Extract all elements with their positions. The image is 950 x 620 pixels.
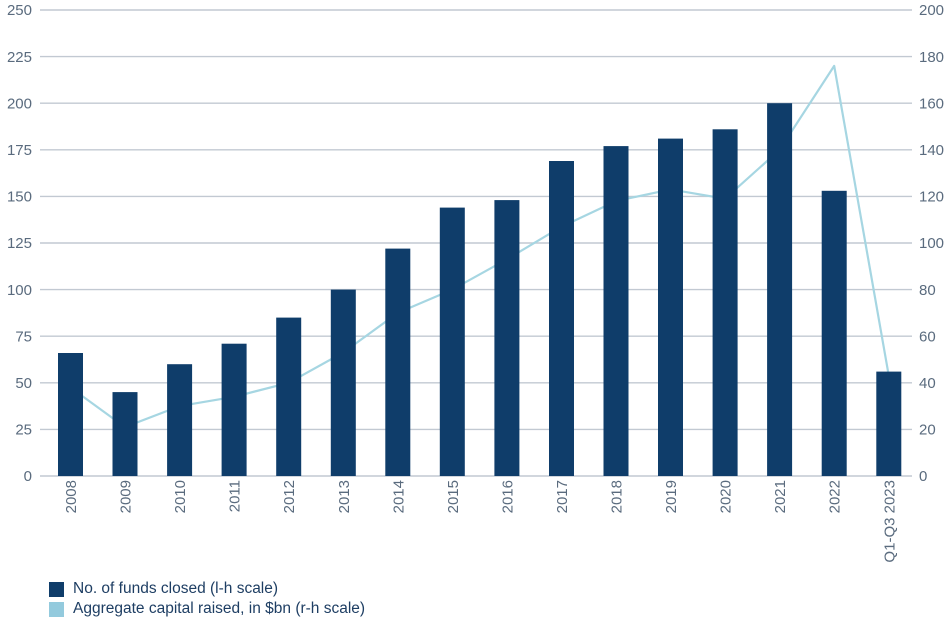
- x-label-2013: 2013: [336, 480, 353, 513]
- x-label-2021: 2021: [772, 480, 789, 513]
- bar-2011: [221, 343, 247, 476]
- bar-2020: [712, 129, 738, 477]
- y-left-label-175: 175: [7, 142, 32, 159]
- y-right-label-140: 140: [919, 142, 944, 159]
- y-left-label-200: 200: [7, 95, 32, 112]
- x-label-2009: 2009: [118, 480, 135, 513]
- y-left-label-0: 0: [24, 468, 32, 485]
- y-right-label-100: 100: [919, 235, 944, 252]
- y-left-label-250: 250: [7, 2, 32, 19]
- x-label-2008: 2008: [63, 480, 80, 513]
- bar-2016: [494, 200, 520, 476]
- bar-2012: [276, 317, 302, 476]
- x-label-2017: 2017: [554, 480, 571, 513]
- y-left-label-100: 100: [7, 282, 32, 299]
- chart-legend: No. of funds closed (l-h scale) Aggregat…: [49, 579, 365, 619]
- bar-2021: [767, 103, 793, 476]
- legend-label-funds: No. of funds closed (l-h scale): [73, 580, 279, 597]
- y-left-label-75: 75: [15, 328, 32, 345]
- legend-swatch-capital: [49, 601, 64, 617]
- legend-label-capital: Aggregate capital raised, in $bn (r-h sc…: [73, 600, 366, 617]
- x-label-2014: 2014: [390, 480, 407, 513]
- aggregate-capital-line: [69, 64, 890, 429]
- bar-2017: [549, 161, 574, 476]
- y-right-label-160: 160: [919, 95, 944, 112]
- y-left-label-50: 50: [15, 375, 32, 392]
- y-right-label-180: 180: [919, 49, 944, 66]
- y-right-label-0: 0: [919, 468, 927, 485]
- y-right-label-20: 20: [919, 422, 936, 439]
- bar-q1-q3-2023: [876, 371, 902, 476]
- x-label-2016: 2016: [499, 480, 516, 513]
- bar-2022: [821, 190, 847, 477]
- bar-2010: [167, 364, 193, 476]
- x-label-2022: 2022: [827, 480, 844, 513]
- x-label-2011: 2011: [227, 480, 244, 512]
- y-right-label-80: 80: [919, 282, 936, 299]
- x-label-2018: 2018: [609, 480, 626, 513]
- y-left-label-150: 150: [7, 189, 32, 206]
- legend-swatch-funds: [49, 581, 64, 597]
- bar-2008: [58, 353, 83, 476]
- y-right-label-120: 120: [919, 189, 944, 206]
- bar-2019: [658, 138, 683, 476]
- y-right-label-60: 60: [919, 328, 936, 345]
- bar-2013: [330, 289, 356, 476]
- y-left-label-25: 25: [15, 422, 32, 439]
- x-label-2010: 2010: [172, 480, 189, 513]
- legend-item-funds: No. of funds closed (l-h scale): [49, 579, 365, 599]
- bar-2009: [112, 392, 138, 476]
- x-label-2012: 2012: [281, 480, 298, 513]
- bar-2014: [385, 248, 411, 476]
- y-left-label-125: 125: [7, 235, 32, 252]
- bar-2018: [603, 146, 629, 476]
- x-label-2015: 2015: [445, 480, 462, 513]
- bar-2015: [439, 207, 465, 476]
- y-left-label-225: 225: [7, 49, 32, 66]
- legend-item-capital: Aggregate capital raised, in $bn (r-h sc…: [49, 599, 365, 619]
- y-right-label-40: 40: [919, 375, 936, 392]
- x-label-2019: 2019: [663, 480, 680, 513]
- x-label-2020: 2020: [718, 480, 735, 513]
- x-label-q1-q3-2023: Q1-Q3 2023: [881, 480, 898, 563]
- y-right-label-200: 200: [919, 2, 944, 19]
